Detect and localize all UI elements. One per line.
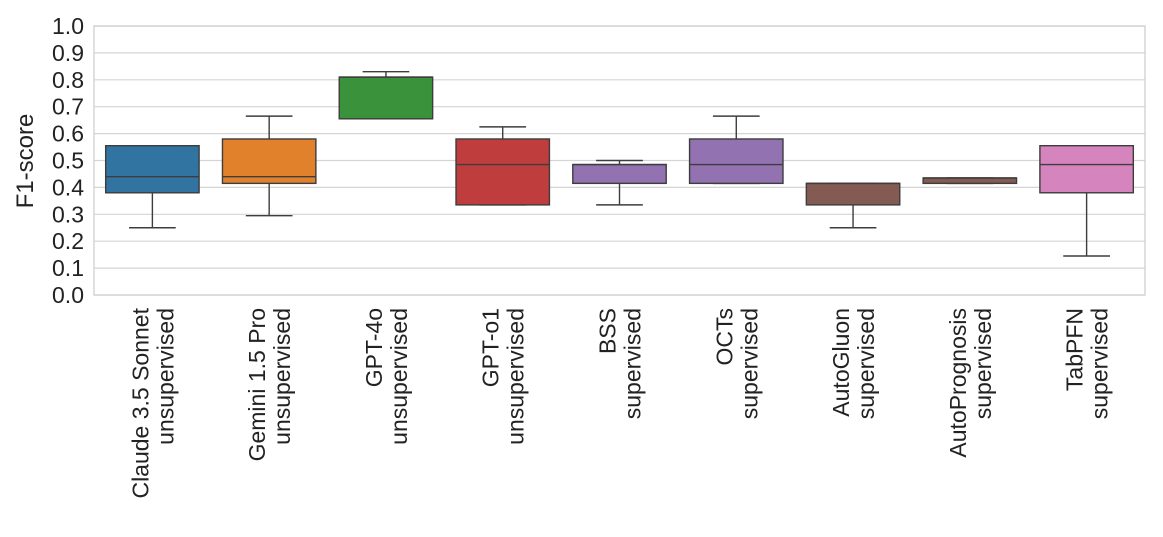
category-label-name: GPT-4o (361, 308, 387, 387)
x-axis-category-labels: Claude 3.5 Sonnet unsupervised Gemini 1.5 … (127, 307, 1112, 498)
y-axis-title: F1-score (12, 114, 39, 209)
category-label-type: unsupervised (269, 308, 295, 445)
category-label-type: unsupervised (503, 308, 529, 445)
y-tick-label: 1.0 (52, 13, 84, 39)
category-label-type: unsupervised (152, 308, 178, 445)
category-label-name: Claude 3.5 Sonnet (127, 307, 153, 498)
y-tick-label: 0.8 (52, 67, 84, 93)
category-label-name: AutoPrognosis (945, 308, 971, 458)
category-label-name: GPT-o1 (478, 308, 504, 387)
category-label-type: supervised (1087, 308, 1113, 419)
y-tick-label: 0.9 (52, 40, 84, 66)
category-label: AutoGluon supervised (828, 308, 879, 419)
box-iqr (805, 182, 901, 206)
category-label-type: unsupervised (386, 308, 412, 445)
box-iqr (104, 145, 200, 194)
category-label-name: Gemini 1.5 Pro (244, 308, 270, 461)
box-group (455, 126, 551, 206)
box-group (922, 177, 1018, 185)
y-tick-label: 0.7 (52, 94, 84, 120)
box-group (805, 182, 901, 229)
category-label-type: supervised (620, 308, 646, 419)
category-label: Gemini 1.5 Pro unsupervised (244, 308, 295, 461)
box-group (221, 115, 317, 217)
boxes (104, 71, 1135, 257)
box-group (104, 145, 200, 229)
category-label-type: supervised (970, 308, 996, 419)
category-label: TabPFN supervised (1062, 308, 1113, 419)
category-label: AutoPrognosis supervised (945, 308, 996, 458)
box-group (1039, 145, 1135, 257)
box-group (338, 71, 434, 120)
y-tick-label: 0.0 (52, 282, 84, 308)
category-label-name: TabPFN (1062, 308, 1088, 391)
category-label-type: supervised (853, 308, 879, 419)
category-label: GPT-4o unsupervised (361, 308, 412, 445)
box-iqr (922, 177, 1018, 185)
box-iqr (688, 138, 784, 185)
y-tick-label: 0.1 (52, 255, 84, 281)
category-label: GPT-o1 unsupervised (478, 308, 529, 445)
box-iqr (1039, 145, 1135, 194)
box-iqr (338, 76, 434, 120)
category-label-name: BSS (595, 308, 621, 354)
category-label: BSS supervised (595, 308, 646, 419)
y-tick-label: 0.3 (52, 201, 84, 227)
box-group (572, 159, 667, 206)
category-label: Claude 3.5 Sonnet unsupervised (127, 307, 178, 498)
category-label: OCTs supervised (711, 308, 762, 419)
category-label-type: supervised (736, 308, 762, 419)
box-iqr (455, 138, 551, 206)
plot-frame (93, 25, 1146, 296)
category-label-name: OCTs (711, 308, 737, 366)
y-tick-label: 0.5 (52, 148, 84, 174)
y-tick-label: 0.6 (52, 121, 84, 147)
y-tick-label: 0.2 (52, 228, 84, 254)
box-group (688, 115, 784, 185)
y-axis-ticks: 0.00.10.20.30.40.50.60.70.80.91.0 (52, 13, 84, 308)
category-label-name: AutoGluon (828, 308, 854, 417)
y-tick-label: 0.4 (52, 174, 84, 200)
box-iqr (572, 163, 667, 185)
